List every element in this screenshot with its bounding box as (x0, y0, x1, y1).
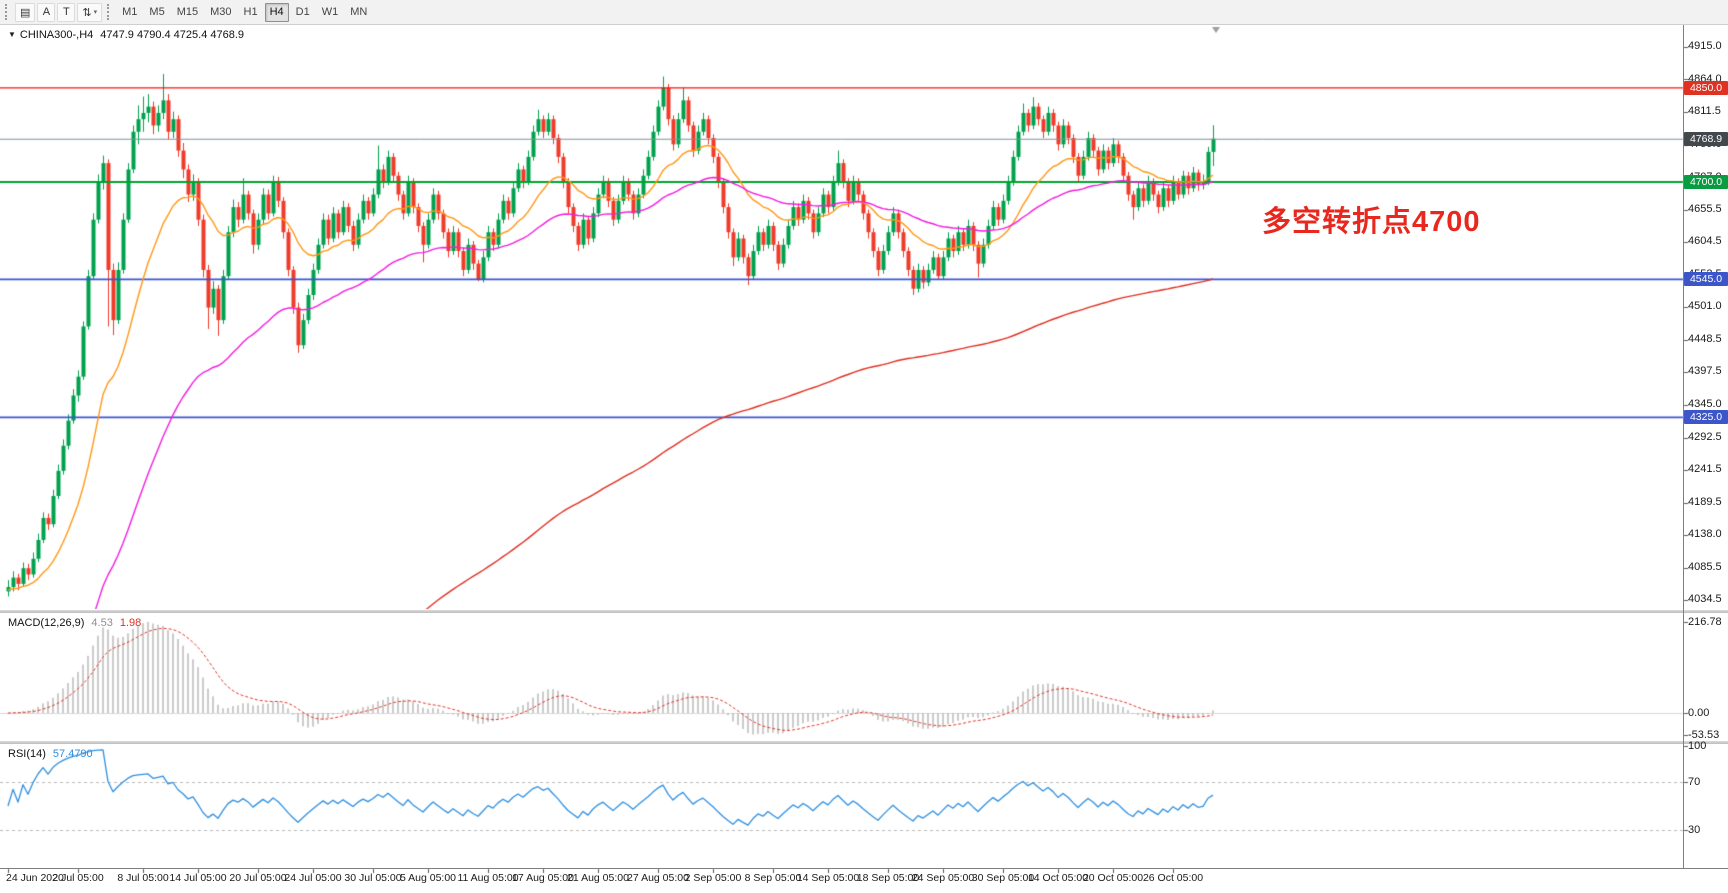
price-level-badge: 4700.0 (1684, 174, 1728, 189)
price-axis-label: 4655.5 (1688, 203, 1722, 216)
price-axis-label: 4397.5 (1688, 365, 1722, 378)
chart-annotation-text: 多空转折点4700 (1262, 206, 1481, 238)
time-axis-label: 20 Jul 05:00 (229, 872, 287, 884)
timeframe-button-h4[interactable]: H4 (264, 2, 289, 22)
price-level-badge: 4325.0 (1684, 410, 1728, 425)
vertical-scale-icon: ⇅ (82, 6, 92, 19)
timeframe-button-w1[interactable]: W1 (317, 3, 344, 22)
price-axis-label: 4345.0 (1688, 398, 1722, 411)
tool-button-text-label-a[interactable]: A (37, 2, 56, 22)
price-axis-label: 4501.0 (1688, 300, 1722, 313)
timeframe-button-m30[interactable]: M30 (205, 3, 236, 22)
toolbar: ▤ A T ⇅ ▾ M1 M5 M15 M30 H1 H4 D1 W1 MN (0, 0, 1728, 25)
time-axis-label: 2 Jul 05:00 (52, 872, 104, 884)
price-level-badge: 4850.0 (1684, 80, 1728, 95)
time-axis-label: 21 Aug 05:00 (567, 872, 629, 884)
pane-divider-rsi[interactable] (0, 741, 1728, 744)
tool-button-charts-grid[interactable]: ▤ (15, 2, 36, 22)
time-axis[interactable] (0, 868, 1728, 893)
tool-button-text-label-t[interactable]: T (57, 2, 76, 22)
price-axis-label: 4085.5 (1688, 561, 1722, 574)
rsi-label: RSI(14) (8, 748, 46, 760)
time-axis-label: 27 Aug 05:00 (627, 872, 689, 884)
macd-axis-label: -53.53 (1688, 728, 1720, 741)
text-label-a-icon: A (42, 6, 51, 18)
text-label-t-icon: T (63, 6, 70, 18)
timeframe-button-m1[interactable]: M1 (117, 3, 142, 22)
time-axis-label: 5 Aug 05:00 (399, 872, 457, 884)
price-axis-label: 4915.0 (1688, 40, 1722, 53)
time-axis-label: 24 Jun 2020 (6, 872, 64, 884)
symbol-ohlc-label: ▼ CHINA300-,H4 4747.9 4790.4 4725.4 4768.9 (8, 29, 244, 41)
time-axis-label: 11 Aug 05:00 (457, 872, 519, 884)
price-axis-label: 4034.5 (1688, 593, 1722, 606)
tool-button-vertical-scale[interactable]: ⇅ ▾ (77, 2, 103, 22)
macd-axis-label: 0.00 (1688, 706, 1710, 719)
time-axis-label: 8 Sep 05:00 (744, 872, 802, 884)
time-axis-label: 18 Sep 05:00 (856, 872, 920, 884)
price-axis-label: 4241.5 (1688, 463, 1722, 476)
macd-axis-label: 216.78 (1688, 615, 1722, 628)
macd-main-value: 4.53 (91, 617, 113, 629)
price-axis-label: 4292.5 (1688, 431, 1722, 444)
tool-button-group: ▤ A T ⇅ ▾ (15, 2, 103, 22)
toolbar-grip[interactable] (5, 4, 10, 20)
macd-pane-title: MACD(12,26,9) 4.53 1.98 (8, 617, 141, 629)
time-axis-label: 24 Jul 05:00 (284, 872, 342, 884)
price-axis[interactable] (1683, 24, 1728, 868)
symbol-dropdown-icon[interactable]: ▼ (8, 30, 16, 39)
time-axis-label: 14 Sep 05:00 (796, 872, 860, 884)
current-price-badge: 4768.9 (1684, 131, 1728, 146)
toolbar-grip-2[interactable] (107, 4, 112, 20)
rsi-axis-label: 30 (1688, 823, 1701, 836)
price-axis-label: 4811.5 (1688, 105, 1721, 118)
ohlc-values: 4747.9 4790.4 4725.4 4768.9 (100, 29, 245, 41)
pane-divider-macd[interactable] (0, 610, 1728, 613)
price-level-badge: 4545.0 (1684, 272, 1728, 287)
rsi-axis-label: 70 (1688, 775, 1701, 788)
price-axis-label: 4138.0 (1688, 528, 1722, 541)
time-axis-label: 30 Jul 05:00 (344, 872, 402, 884)
rsi-pane-title: RSI(14) 57.4790 (8, 748, 93, 760)
time-axis-label: 17 Aug 05:00 (512, 872, 574, 884)
timeframe-button-m15[interactable]: M15 (172, 3, 203, 22)
charts-grid-icon: ▤ (20, 6, 31, 19)
timeframe-button-m5[interactable]: M5 (144, 3, 169, 22)
time-axis-label: 30 Sep 05:00 (971, 872, 1035, 884)
time-axis-label: 14 Jul 05:00 (169, 872, 227, 884)
time-axis-label: 14 Oct 05:00 (1027, 872, 1089, 884)
time-axis-label: 26 Oct 05:00 (1142, 872, 1204, 884)
timeframe-button-h1[interactable]: H1 (239, 3, 263, 22)
macd-label: MACD(12,26,9) (8, 617, 85, 629)
time-axis-label: 24 Sep 05:00 (911, 872, 975, 884)
price-axis-label: 4189.5 (1688, 496, 1722, 509)
symbol-title: CHINA300-,H4 (19, 29, 94, 41)
rsi-axis-label: 100 (1688, 739, 1707, 752)
price-axis-label: 4604.5 (1688, 235, 1722, 248)
dropdown-caret-icon: ▾ (93, 9, 98, 16)
time-axis-label: 20 Oct 05:00 (1082, 872, 1144, 884)
time-axis-label: 8 Jul 05:00 (117, 872, 169, 884)
price-axis-label: 4448.5 (1688, 333, 1722, 346)
macd-signal-value: 1.98 (119, 617, 142, 629)
rsi-value: 57.4790 (52, 748, 93, 760)
timeframe-button-group: M1 M5 M15 M30 H1 H4 D1 W1 MN (117, 2, 372, 22)
timeframe-button-mn[interactable]: MN (345, 3, 372, 22)
timeframe-button-d1[interactable]: D1 (291, 3, 315, 22)
time-axis-label: 2 Sep 05:00 (684, 872, 742, 884)
